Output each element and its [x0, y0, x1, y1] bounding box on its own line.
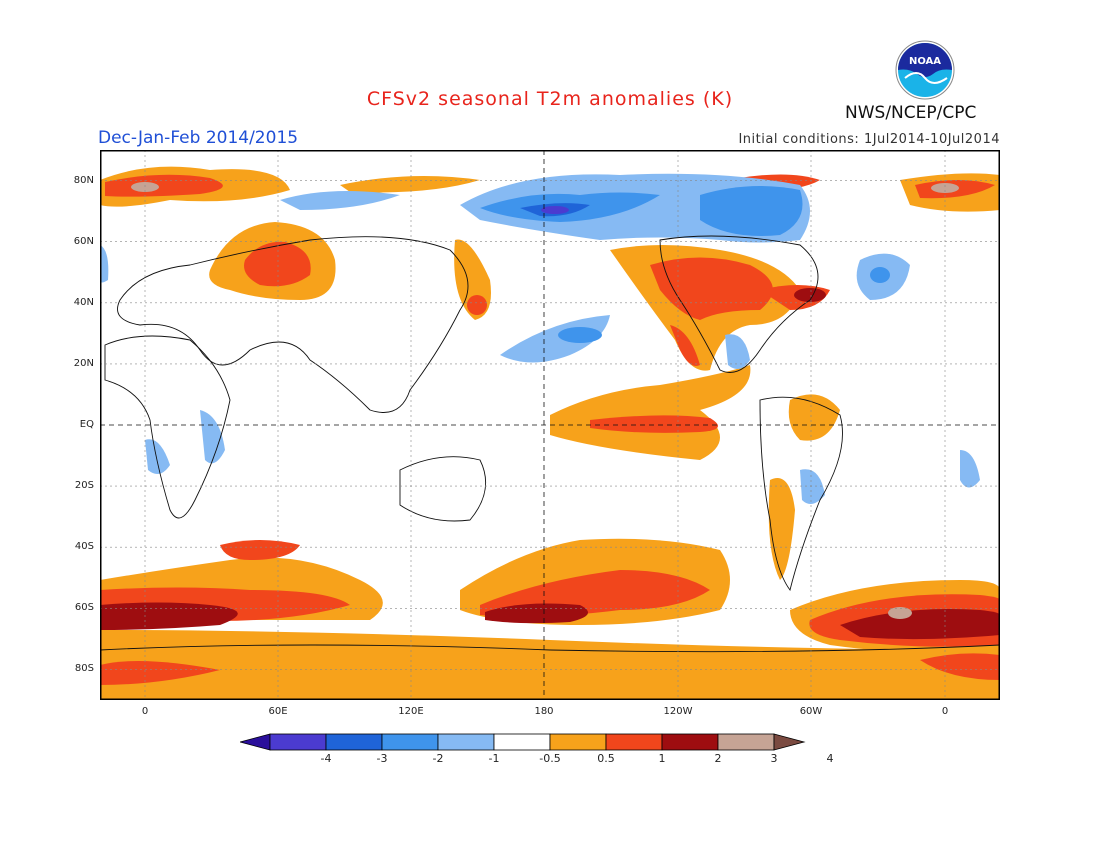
graticule	[100, 150, 1000, 700]
lat-label: 80S	[74, 663, 94, 674]
cool-patch	[100, 245, 109, 283]
colorbar-tick-label: -3	[376, 752, 388, 765]
cool-patch	[725, 334, 750, 369]
warm-patch	[670, 325, 700, 366]
warm-patch	[550, 365, 751, 460]
cool-patch	[870, 267, 890, 283]
colorbar-tick-label: -1	[488, 752, 500, 765]
map-frame	[100, 150, 1000, 700]
cool-patch	[500, 315, 610, 363]
colorbar-arrow-high	[773, 733, 806, 751]
colorbar-segment	[549, 733, 607, 751]
warm-patch	[244, 241, 311, 287]
warm-patch	[788, 394, 840, 441]
colorbar-segment	[381, 733, 439, 751]
lat-label: 80N	[73, 175, 94, 186]
warm-patch	[220, 540, 300, 560]
cool-patch	[700, 186, 803, 236]
lat-label: 60N	[73, 236, 94, 247]
colorbar-tick-label: -0.5	[539, 752, 561, 765]
colorbar-tick-label: 3	[770, 752, 778, 765]
warm-patch	[920, 653, 1000, 680]
logo-text: NOAA	[909, 56, 941, 67]
colorbar-segment	[661, 733, 719, 751]
colorbar-segment	[437, 733, 495, 751]
colorbar-tick-label: 1	[658, 752, 666, 765]
warm-patch	[100, 630, 1000, 700]
colorbar-segment	[325, 733, 383, 751]
warm-patch	[794, 288, 826, 302]
cool-anomalies	[100, 173, 980, 504]
colorbar-tick-label: 0.5	[597, 752, 615, 765]
colorbar-tick-label: -4	[320, 752, 332, 765]
season-label: Dec-Jan-Feb 2014/2015	[98, 128, 299, 148]
lon-label: 120E	[398, 706, 424, 717]
cool-patch	[200, 410, 225, 464]
lon-label: 120W	[663, 706, 693, 717]
warm-anomalies	[100, 166, 1000, 700]
colorbar-segment	[605, 733, 663, 751]
lat-label: 60S	[74, 602, 94, 613]
colorbar-tick-label: -2	[432, 752, 444, 765]
chart-title: CFSv2 seasonal T2m anomalies (K)	[366, 88, 734, 110]
colorbar	[240, 733, 806, 751]
cool-patch	[558, 327, 602, 343]
cool-patch	[541, 206, 569, 214]
warm-patch	[888, 607, 912, 619]
lat-label: 40S	[74, 541, 94, 552]
lon-label: 0	[941, 706, 949, 717]
warm-patch	[105, 174, 223, 197]
lon-label: 60W	[799, 706, 823, 717]
warm-patch	[840, 609, 1000, 640]
equator-dateline	[100, 150, 1000, 700]
lat-label: 40N	[73, 297, 94, 308]
warm-patch	[650, 257, 773, 320]
warm-patch	[467, 295, 487, 315]
anomaly-map	[100, 150, 1000, 700]
warm-patch	[340, 176, 480, 193]
lat-label: 20S	[74, 480, 94, 491]
initial-conditions-label: Initial conditions: 1Jul2014-10Jul2014	[738, 132, 1000, 147]
colorbar-segment	[493, 733, 551, 751]
organization-label: NWS/NCEP/CPC	[845, 103, 977, 123]
lon-label: 0	[141, 706, 149, 717]
warm-patch	[590, 415, 718, 433]
warm-patch	[931, 183, 959, 193]
colorbar-arrow-low	[240, 733, 271, 751]
lon-label: 180	[534, 706, 554, 717]
coastlines	[100, 235, 1000, 653]
lat-label: EQ	[79, 419, 94, 430]
colorbar-segment	[717, 733, 775, 751]
lat-label: 20N	[73, 358, 94, 369]
cool-patch	[960, 450, 980, 488]
cool-patch	[800, 469, 825, 504]
warm-patch	[100, 661, 220, 685]
colorbar-tick-label: 2	[714, 752, 722, 765]
lon-label: 60E	[268, 706, 288, 717]
colorbar-segment	[269, 733, 327, 751]
warm-patch	[100, 602, 238, 630]
cool-patch	[280, 191, 400, 210]
noaa-logo: NOAA	[895, 40, 955, 100]
colorbar-tick-label: 4	[826, 752, 834, 765]
cool-patch	[145, 439, 170, 474]
